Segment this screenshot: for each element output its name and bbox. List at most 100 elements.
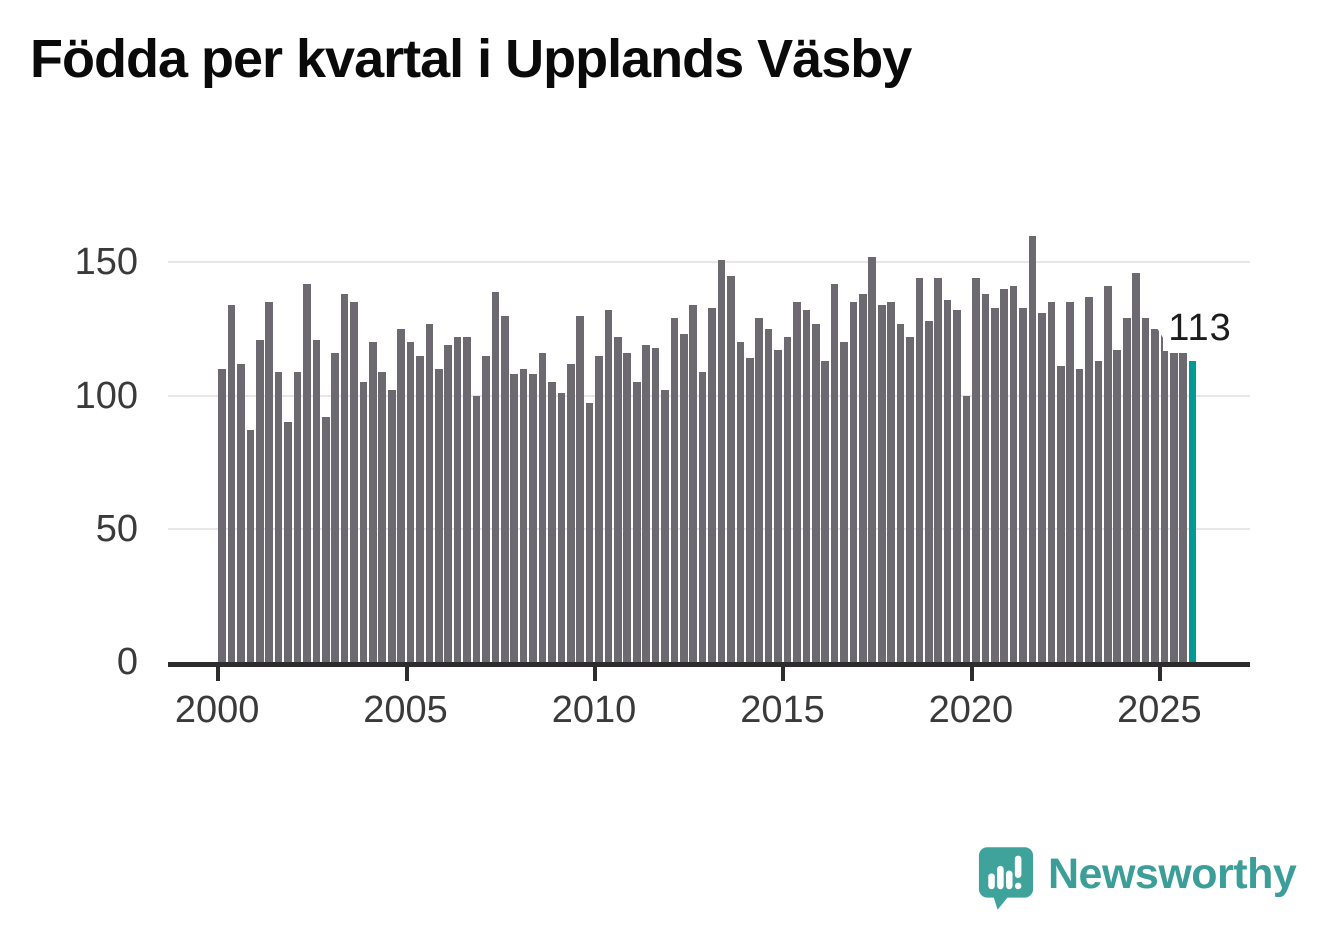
bar (896, 323, 905, 662)
bar (472, 395, 481, 662)
bar (906, 336, 914, 662)
bar (736, 342, 745, 662)
bar (623, 352, 632, 662)
bar (359, 382, 368, 662)
bar (406, 342, 415, 662)
bar (661, 390, 669, 662)
x-tick-label-2015: 2015 (740, 689, 825, 731)
last-value-label: 113 (1168, 306, 1232, 349)
x-tick-label-2025: 2025 (1117, 689, 1202, 731)
bar (491, 291, 500, 662)
x-axis-tick-2005 (404, 667, 409, 681)
bar (717, 259, 726, 662)
bar (312, 339, 321, 662)
bar (1009, 286, 1018, 662)
x-tick-label-2000: 2000 (174, 689, 260, 731)
bar (981, 294, 990, 662)
bar-highlight (1188, 360, 1197, 662)
x-tick-label-2020: 2020 (928, 689, 1014, 731)
bar (962, 395, 971, 662)
bar (1094, 360, 1103, 662)
bar (566, 363, 575, 662)
bar (321, 416, 330, 662)
bar (557, 392, 566, 662)
x-axis-tick-2025 (1158, 667, 1163, 681)
bar (387, 390, 396, 662)
bar (510, 374, 518, 662)
bar (972, 278, 980, 662)
bar (1056, 366, 1065, 662)
bar (416, 355, 424, 662)
bar (698, 371, 707, 662)
gridline-150 (168, 261, 1250, 264)
x-tick-label-2005: 2005 (363, 689, 448, 731)
bar (274, 371, 283, 662)
bar (651, 347, 660, 662)
y-tick-label-150: 150 (74, 241, 138, 284)
bar (764, 328, 773, 662)
bar (793, 302, 801, 662)
bar (614, 336, 622, 662)
bar (1170, 352, 1178, 662)
bar (934, 278, 943, 662)
bar (463, 336, 471, 662)
x-axis-line (168, 662, 1250, 667)
bar (877, 304, 886, 662)
bar (425, 323, 434, 662)
x-axis-tick-2015 (781, 667, 786, 681)
bar (802, 310, 811, 662)
bar (745, 358, 754, 662)
bar (227, 304, 236, 662)
bar (293, 371, 302, 662)
x-axis-tick-2010 (593, 667, 598, 681)
bar (284, 422, 292, 662)
bar (1104, 286, 1112, 662)
x-axis-tick-2020 (969, 667, 974, 681)
y-tick-label-100: 100 (74, 374, 138, 417)
bar (519, 368, 528, 662)
bar (1132, 272, 1140, 662)
bar (821, 360, 829, 662)
bar (680, 334, 688, 662)
bar (811, 323, 820, 662)
bar (840, 342, 848, 662)
bar (397, 328, 405, 662)
bar (1141, 318, 1150, 662)
bar (500, 315, 509, 662)
bar (774, 350, 782, 662)
bar (1000, 288, 1008, 662)
bar (887, 302, 895, 662)
bar (670, 318, 679, 662)
bar (783, 336, 792, 662)
bar (604, 310, 613, 662)
bar (642, 344, 650, 662)
bar (218, 368, 226, 662)
bar (1075, 368, 1084, 662)
bar (453, 336, 462, 662)
bar (340, 294, 349, 662)
bar (538, 352, 547, 662)
newsworthy-logo: Newsworthy (978, 846, 1297, 910)
bar (990, 307, 999, 662)
bar (378, 371, 387, 662)
bar (369, 342, 377, 662)
bar (953, 310, 961, 662)
newsworthy-logo-icon (978, 847, 1034, 910)
bar (689, 304, 698, 662)
bar (1151, 328, 1159, 662)
bar (1113, 350, 1122, 662)
bar (755, 318, 763, 662)
bar (576, 315, 584, 662)
bar (1066, 302, 1074, 662)
x-axis-tick-2000 (216, 667, 221, 681)
bar (727, 275, 735, 662)
bar (849, 302, 858, 662)
bar (868, 256, 877, 662)
bar (915, 278, 924, 662)
bar (1047, 302, 1056, 662)
bar (548, 382, 556, 662)
bar (1028, 235, 1037, 662)
bar (444, 344, 453, 662)
bar (1179, 352, 1188, 662)
